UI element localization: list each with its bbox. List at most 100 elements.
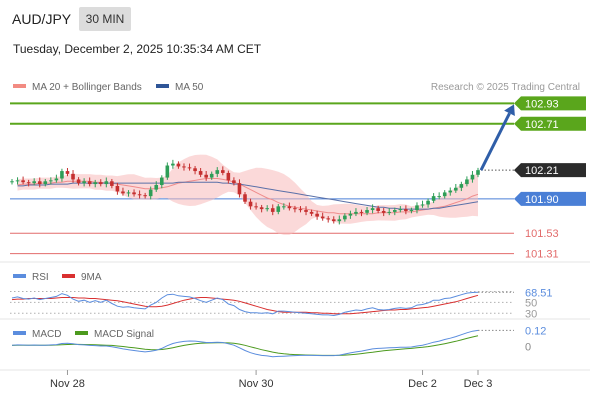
candle-body <box>326 218 331 220</box>
candle-body <box>165 165 170 178</box>
candle-body <box>293 208 297 210</box>
candle-body <box>32 181 36 184</box>
target-level-tag <box>514 96 586 111</box>
macd-signal-legend-label: MACD Signal <box>94 329 154 340</box>
time-axis: Nov 28 Nov 30 Dec 2 Dec 3 <box>50 370 492 390</box>
candle-body <box>270 208 275 212</box>
rsi-ma-legend-swatch <box>62 274 75 278</box>
candle-body <box>115 185 120 192</box>
candle-body <box>76 179 81 184</box>
candle-body <box>298 209 303 211</box>
price-levels <box>10 102 514 255</box>
candle-body <box>287 206 292 209</box>
rsi-last-value: 68.51 <box>525 287 553 299</box>
candle-body <box>71 173 75 180</box>
candle-body <box>404 209 408 211</box>
bollinger-bands <box>17 154 478 235</box>
candle-body <box>259 207 264 210</box>
candle-body <box>354 211 358 214</box>
candle-body <box>431 196 436 201</box>
candle-body <box>309 211 314 214</box>
candle-body <box>426 200 430 205</box>
ma50-legend-label: MA 50 <box>175 82 204 93</box>
rsi-line <box>11 291 479 317</box>
support-level-label: 101.31 <box>525 249 559 261</box>
rsi-legend-swatch <box>13 274 26 278</box>
candle-body <box>376 208 380 211</box>
rsi-legend-label: RSI <box>32 272 49 283</box>
candle-body <box>248 201 253 207</box>
candle-body <box>143 195 147 197</box>
candle-body <box>254 206 258 208</box>
candle-body <box>37 181 42 185</box>
candle-body <box>49 180 53 182</box>
candle-body <box>215 170 220 174</box>
rsi-axis-tick: 30 <box>525 308 537 320</box>
candle-body <box>470 174 475 180</box>
candle-body <box>182 166 186 168</box>
candle-body <box>98 182 103 185</box>
target-level-tag <box>514 116 586 131</box>
candle-body <box>437 196 441 198</box>
candle-body <box>237 183 242 195</box>
candle-body <box>348 213 353 216</box>
candle-body <box>387 211 392 213</box>
target-level-label: 102.71 <box>525 119 559 131</box>
candle-body <box>65 171 70 174</box>
candle-body <box>226 172 231 181</box>
time-axis-label: Nov 28 <box>50 378 85 390</box>
rsi-ma-legend-label: 9MA <box>81 272 102 283</box>
timeframe-badge[interactable] <box>79 7 131 31</box>
candle-body <box>409 210 414 212</box>
candle-body <box>265 208 269 210</box>
timestamp: Tuesday, December 2, 2025 10:35:34 AM CE… <box>13 42 262 56</box>
ma20-legend-swatch <box>13 84 26 88</box>
rsi-panel: 30507068.51 <box>10 285 557 320</box>
candle-body <box>154 184 159 190</box>
candle-body <box>365 210 369 213</box>
candle-body <box>15 180 20 182</box>
ma20-line <box>17 178 479 215</box>
candle-body <box>148 189 153 197</box>
candle-body <box>110 181 114 186</box>
candle-body <box>243 194 247 202</box>
ma20-legend-label: MA 20 + Bollinger Bands <box>32 82 142 93</box>
candle-body <box>415 205 419 211</box>
candle-body <box>93 182 98 185</box>
candle-body <box>392 210 397 212</box>
candle-body <box>209 173 214 178</box>
forecast-arrow-shaft <box>479 112 511 171</box>
symbol-title: AUD/JPY <box>12 11 72 27</box>
candle-body <box>282 206 286 208</box>
candle-body <box>448 190 453 193</box>
ma50-legend-swatch <box>156 84 169 88</box>
candle-body <box>204 174 208 178</box>
macd-panel: 0.12 0 <box>11 325 546 358</box>
candle-body <box>331 219 336 222</box>
candlesticks <box>10 159 480 225</box>
bollinger-band-area <box>17 154 478 235</box>
target-level-label: 102.93 <box>525 98 559 110</box>
candle-body <box>82 181 86 184</box>
time-axis-label: Dec 2 <box>408 378 437 390</box>
candle-body <box>126 192 131 194</box>
candle-body <box>359 211 364 213</box>
pivot-level-tag <box>514 191 586 206</box>
candle-body <box>343 215 347 220</box>
candle-body <box>26 182 31 184</box>
rsi-last-value-backdrop <box>521 285 557 299</box>
macd-legend: MACD MACD Signal <box>13 329 154 340</box>
candle-body <box>54 178 59 181</box>
candle-body <box>315 213 319 217</box>
macd-axis-tick: 0 <box>525 342 531 354</box>
forecast-arrow <box>479 104 515 171</box>
rsi-ma-line <box>11 294 479 315</box>
time-axis-label: Nov 30 <box>239 378 274 390</box>
current-level-label: 102.21 <box>525 165 559 177</box>
candle-body <box>21 180 25 183</box>
macd-legend-label: MACD <box>32 329 61 340</box>
candle-body <box>476 170 480 175</box>
rsi-legend: RSI 9MA <box>13 272 102 283</box>
macd-axis-tick: 0.12 <box>525 325 546 337</box>
